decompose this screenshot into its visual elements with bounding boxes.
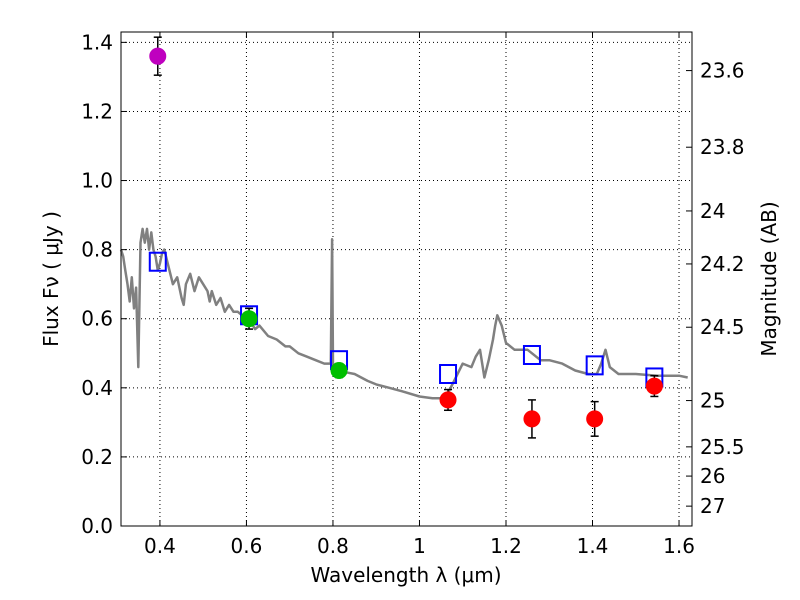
y-tick-label: 0.8 bbox=[81, 238, 113, 262]
x-tick-label: 1.4 bbox=[577, 534, 609, 558]
right-tick-label: 24 bbox=[700, 199, 725, 223]
right-axis-label: Magnitude (AB) bbox=[757, 201, 781, 356]
observed-flux-point bbox=[439, 391, 457, 409]
x-tick-label: 0.8 bbox=[317, 534, 349, 558]
observed-points-layer bbox=[149, 36, 663, 439]
model-flux-marker bbox=[439, 364, 458, 384]
model-flux-marker bbox=[522, 345, 541, 365]
sed-spectrum-line bbox=[119, 227, 688, 400]
y-tick-label: 1.4 bbox=[81, 30, 113, 54]
right-tick-label: 23.8 bbox=[700, 135, 745, 159]
right-tick-label: 25.5 bbox=[700, 435, 745, 459]
y-tick-label: 0.4 bbox=[81, 376, 113, 400]
x-tick-label: 1 bbox=[413, 534, 426, 558]
right-tick-label: 24.2 bbox=[700, 252, 745, 276]
observed-flux-point bbox=[240, 310, 258, 328]
y-tick-label: 1.2 bbox=[81, 99, 113, 123]
x-tick-label: 1.2 bbox=[490, 534, 522, 558]
y-tick-label: 0.0 bbox=[81, 514, 113, 538]
y-tick-label: 1.0 bbox=[81, 169, 113, 193]
observed-flux-point bbox=[523, 410, 541, 428]
model-flux-marker bbox=[585, 355, 604, 376]
x-tick-label: 0.4 bbox=[144, 534, 176, 558]
right-tick-label: 24.5 bbox=[700, 315, 745, 339]
plot-frame bbox=[120, 31, 693, 527]
x-tick-label: 1.6 bbox=[663, 534, 695, 558]
axis-layer: 0.4 0.6 0.8 1 1.2 1.4 1.6 0.0 0.2 0.4 0.6 0.8 1.0 1.2… bbox=[81, 30, 744, 558]
observed-flux-point bbox=[645, 377, 663, 395]
observed-flux-point bbox=[586, 410, 604, 428]
observed-flux-point bbox=[149, 47, 167, 65]
x-tick-label: 0.6 bbox=[231, 534, 263, 558]
observed-flux-point bbox=[330, 362, 348, 380]
right-tick-label: 23.6 bbox=[700, 59, 745, 83]
model-flux-marker bbox=[148, 251, 167, 272]
spectrum-layer bbox=[119, 227, 688, 400]
y-tick-label: 0.6 bbox=[81, 307, 113, 331]
x-axis-label: Wavelength λ (μm) bbox=[310, 563, 501, 587]
right-tick-label: 25 bbox=[700, 389, 725, 413]
y-tick-label: 0.2 bbox=[81, 445, 113, 469]
right-tick-label: 26 bbox=[700, 464, 725, 488]
y-axis-label: Flux Fν ( μJy ) bbox=[39, 211, 63, 347]
right-tick-label: 27 bbox=[700, 494, 725, 518]
